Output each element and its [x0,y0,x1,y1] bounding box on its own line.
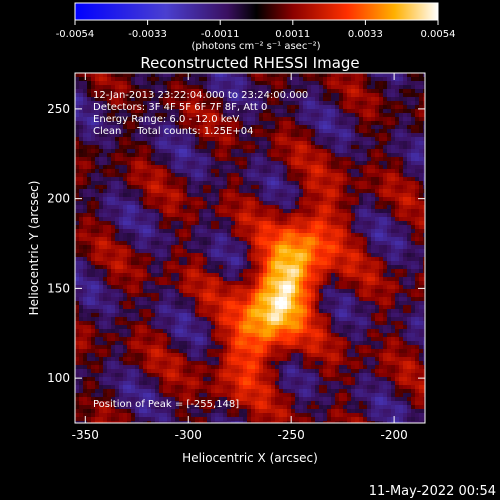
chart-title: Reconstructed RHESSI Image [140,54,359,72]
colorbar-ticks: -0.0054 -0.0033 -0.0011 0.0011 0.0033 0.0054 [56,20,456,40]
colorbar-tick-label: 0.0054 [421,29,456,40]
x-tick-label: -300 [175,428,202,442]
colorbar-tick-label: -0.0054 [56,29,95,40]
colorbar-tick-label: 0.0033 [348,29,383,40]
colorbar-tick-label: -0.0033 [128,29,167,40]
axis-ticks: -350 -300 -250 -200 100 150 200 250 [47,73,425,442]
annotation-peak-position: Position of Peak = [-255,148] [93,399,239,410]
plot-frame [74,72,426,424]
x-tick-label: -200 [381,428,408,442]
colorbar-tick-label: 0.0011 [275,29,310,40]
colorbar-unit-label: (photons cm⁻² s⁻¹ asec⁻²) [191,41,320,52]
y-tick-label: 250 [47,102,70,116]
annotation-time-range: 12-Jan-2013 23:22:04.000 to 23:24:00.000 [93,90,308,101]
annotation-clean-counts: Clean Total counts: 1.25E+04 [93,126,253,137]
heatmap-image [75,73,425,423]
x-tick-label: -350 [72,428,99,442]
annotation-energy-range: Energy Range: 6.0 - 12.0 keV [93,114,239,125]
x-axis-label: Heliocentric X (arcsec) [182,451,318,465]
y-tick-label: 100 [47,371,70,385]
y-tick-label: 200 [47,192,70,206]
footer-timestamp: 11-May-2022 00:54 [369,484,496,499]
y-axis-label: Heliocentric Y (arcsec) [27,181,41,316]
colorbar-tick-label: -0.0011 [201,29,240,40]
colorbar [74,2,439,21]
y-tick-label: 150 [47,281,70,295]
annotation-detectors: Detectors: 3F 4F 5F 6F 7F 8F, Att 0 [93,102,267,113]
x-tick-label: -250 [278,428,305,442]
